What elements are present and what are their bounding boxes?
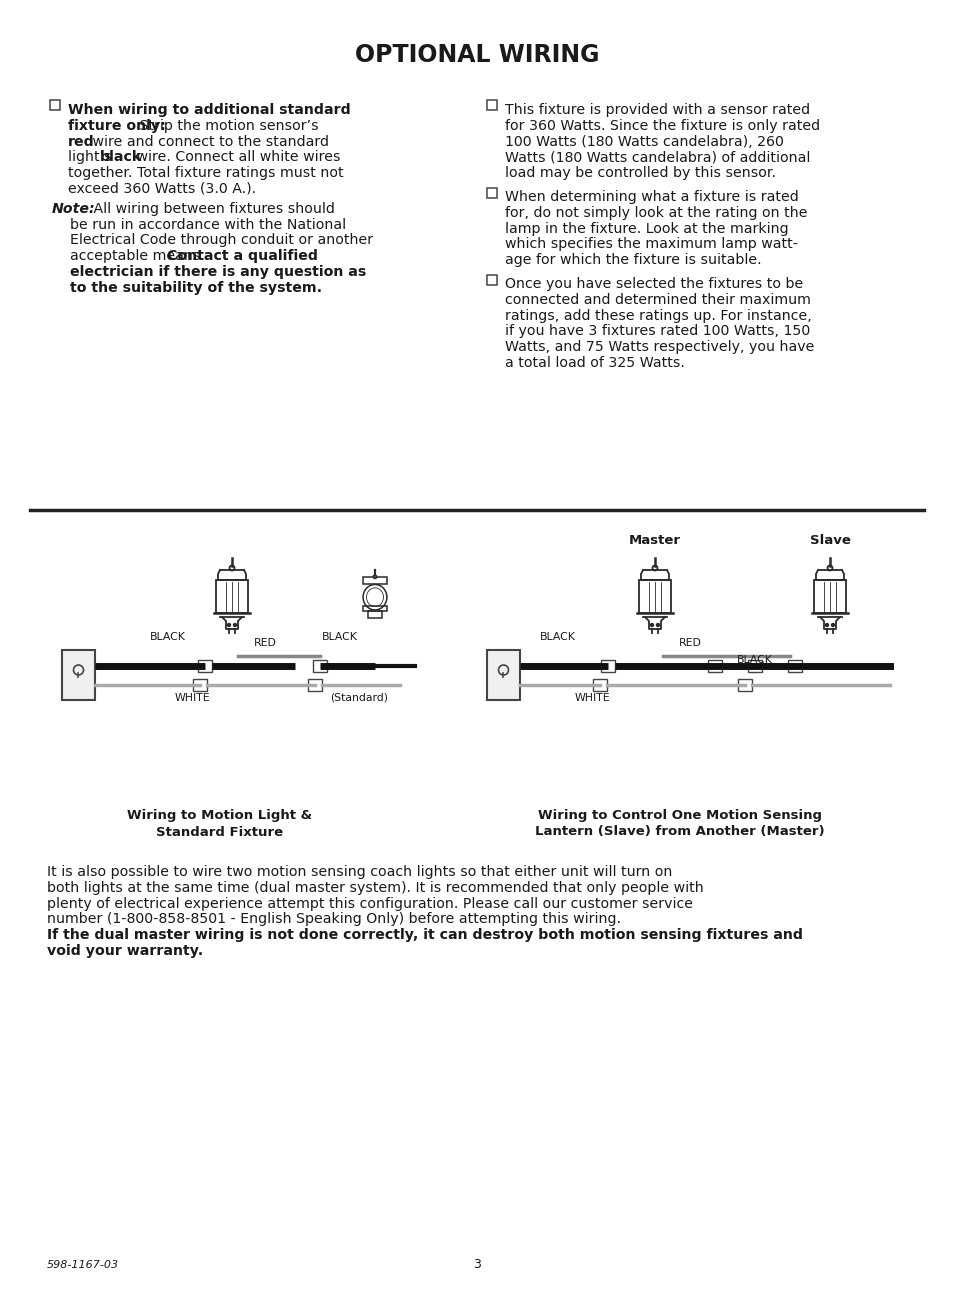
Text: be run in accordance with the National: be run in accordance with the National bbox=[70, 217, 346, 231]
Text: Strip the motion sensor’s: Strip the motion sensor’s bbox=[135, 119, 318, 133]
Text: for 360 Watts. Since the fixture is only rated: for 360 Watts. Since the fixture is only… bbox=[504, 119, 820, 133]
Text: Electrical Code through conduit or another: Electrical Code through conduit or anoth… bbox=[70, 234, 373, 247]
Text: a total load of 325 Watts.: a total load of 325 Watts. bbox=[504, 356, 684, 370]
Bar bbox=[787, 660, 801, 672]
Text: Standard Fixture: Standard Fixture bbox=[156, 826, 283, 839]
Text: Master: Master bbox=[628, 533, 680, 546]
Text: red: red bbox=[68, 135, 94, 149]
Text: All wiring between fixtures should: All wiring between fixtures should bbox=[89, 201, 335, 216]
Bar bbox=[738, 680, 751, 691]
Text: electrician if there is any question as: electrician if there is any question as bbox=[70, 265, 366, 278]
Text: 598-1167-03: 598-1167-03 bbox=[47, 1260, 119, 1270]
Text: number (1-800-858-8501 - English Speaking Only) before attempting this wiring.: number (1-800-858-8501 - English Speakin… bbox=[47, 912, 625, 927]
Bar bbox=[62, 650, 95, 701]
Text: both lights at the same time (dual master system). It is recommended that only p: both lights at the same time (dual maste… bbox=[47, 881, 703, 895]
Text: If the dual master wiring is not done correctly, it can destroy both motion sens: If the dual master wiring is not done co… bbox=[47, 928, 802, 942]
Bar bbox=[50, 101, 60, 110]
Text: Wiring to Control One Motion Sensing: Wiring to Control One Motion Sensing bbox=[537, 809, 821, 822]
Text: BLACK: BLACK bbox=[150, 633, 186, 642]
Bar bbox=[593, 680, 606, 691]
Text: 3: 3 bbox=[473, 1259, 480, 1272]
Bar bbox=[707, 660, 721, 672]
Text: if you have 3 fixtures rated 100 Watts, 150: if you have 3 fixtures rated 100 Watts, … bbox=[504, 324, 809, 339]
Circle shape bbox=[233, 623, 236, 626]
Text: BLACK: BLACK bbox=[539, 633, 576, 642]
Circle shape bbox=[656, 623, 659, 626]
Text: This fixture is provided with a sensor rated: This fixture is provided with a sensor r… bbox=[504, 103, 809, 118]
Text: together. Total fixture ratings must not: together. Total fixture ratings must not bbox=[68, 166, 343, 180]
Text: Watts (180 Watts candelabra) of additional: Watts (180 Watts candelabra) of addition… bbox=[504, 150, 809, 165]
Bar bbox=[363, 576, 387, 584]
Bar bbox=[639, 580, 670, 613]
Text: ratings, add these ratings up. For instance,: ratings, add these ratings up. For insta… bbox=[504, 308, 811, 323]
Text: When wiring to additional standard: When wiring to additional standard bbox=[68, 103, 351, 118]
Text: void your warranty.: void your warranty. bbox=[47, 944, 203, 958]
Text: When determining what a fixture is rated: When determining what a fixture is rated bbox=[504, 190, 798, 204]
Text: age for which the fixture is suitable.: age for which the fixture is suitable. bbox=[504, 254, 760, 267]
Text: fixture only:: fixture only: bbox=[68, 119, 166, 133]
Text: black: black bbox=[100, 150, 142, 165]
Text: (Standard): (Standard) bbox=[330, 693, 388, 703]
Text: 100 Watts (180 Watts candelabra), 260: 100 Watts (180 Watts candelabra), 260 bbox=[504, 135, 783, 149]
Text: to the suitability of the system.: to the suitability of the system. bbox=[70, 281, 322, 295]
Bar bbox=[600, 660, 615, 672]
Text: Wiring to Motion Light &: Wiring to Motion Light & bbox=[128, 809, 313, 822]
Text: acceptable means.: acceptable means. bbox=[70, 250, 209, 263]
Text: wire. Connect all white wires: wire. Connect all white wires bbox=[132, 150, 340, 165]
Bar bbox=[215, 580, 248, 613]
Text: connected and determined their maximum: connected and determined their maximum bbox=[504, 293, 810, 307]
Circle shape bbox=[227, 623, 231, 626]
Circle shape bbox=[652, 566, 657, 570]
Text: Lantern (Slave) from Another (Master): Lantern (Slave) from Another (Master) bbox=[535, 826, 824, 839]
Bar bbox=[363, 605, 387, 610]
Text: plenty of electrical experience attempt this configuration. Please call our cust: plenty of electrical experience attempt … bbox=[47, 897, 692, 911]
Circle shape bbox=[824, 623, 827, 626]
Text: BLACK: BLACK bbox=[322, 633, 357, 642]
Text: WHITE: WHITE bbox=[174, 693, 211, 703]
Circle shape bbox=[831, 623, 834, 626]
Text: load may be controlled by this sensor.: load may be controlled by this sensor. bbox=[504, 166, 775, 180]
Text: OPTIONAL WIRING: OPTIONAL WIRING bbox=[355, 43, 598, 67]
Text: Once you have selected the fixtures to be: Once you have selected the fixtures to b… bbox=[504, 277, 802, 291]
Text: lamp in the fixture. Look at the marking: lamp in the fixture. Look at the marking bbox=[504, 222, 788, 235]
Bar bbox=[747, 660, 761, 672]
Circle shape bbox=[650, 623, 653, 626]
Circle shape bbox=[373, 575, 376, 579]
Text: RED: RED bbox=[253, 638, 276, 648]
Bar bbox=[308, 680, 322, 691]
Text: Note:: Note: bbox=[52, 201, 95, 216]
Text: exceed 360 Watts (3.0 A.).: exceed 360 Watts (3.0 A.). bbox=[68, 182, 255, 196]
Text: Watts, and 75 Watts respectively, you have: Watts, and 75 Watts respectively, you ha… bbox=[504, 340, 814, 354]
Text: light’s: light’s bbox=[68, 150, 116, 165]
Bar bbox=[313, 660, 327, 672]
Circle shape bbox=[826, 566, 832, 570]
Text: Contact a qualified: Contact a qualified bbox=[167, 250, 317, 263]
Circle shape bbox=[230, 566, 234, 570]
Bar bbox=[486, 650, 519, 701]
Text: WHITE: WHITE bbox=[575, 693, 610, 703]
Bar bbox=[486, 101, 497, 110]
Text: wire and connect to the standard: wire and connect to the standard bbox=[88, 135, 329, 149]
Bar bbox=[813, 580, 845, 613]
Text: which specifies the maximum lamp watt-: which specifies the maximum lamp watt- bbox=[504, 238, 797, 251]
Text: Slave: Slave bbox=[809, 533, 849, 546]
Text: It is also possible to wire two motion sensing coach lights so that either unit : It is also possible to wire two motion s… bbox=[47, 865, 672, 880]
Bar bbox=[368, 610, 381, 618]
Bar bbox=[198, 660, 212, 672]
Text: BLACK: BLACK bbox=[737, 655, 772, 665]
Text: RED: RED bbox=[678, 638, 700, 648]
Bar bbox=[193, 680, 207, 691]
Bar bbox=[486, 274, 497, 285]
Text: for, do not simply look at the rating on the: for, do not simply look at the rating on… bbox=[504, 205, 806, 220]
Bar bbox=[486, 188, 497, 197]
